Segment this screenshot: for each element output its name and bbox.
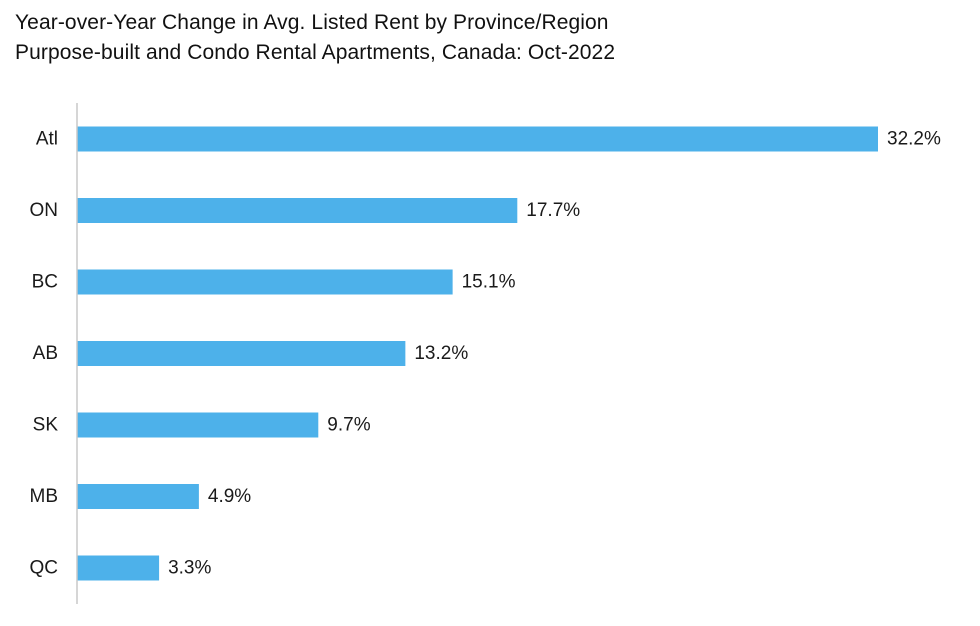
- bar-bc: [77, 269, 453, 295]
- category-label: ON: [30, 200, 59, 221]
- data-label: 3.3%: [168, 558, 211, 579]
- category-label: MB: [30, 486, 59, 507]
- data-label: 13.2%: [414, 343, 468, 364]
- category-label: BC: [32, 272, 58, 293]
- category-label: AB: [33, 343, 58, 364]
- category-label: Atl: [36, 129, 58, 150]
- bar-mb: [77, 484, 199, 509]
- bars-layer: Atl 32.2% ON 17.7% BC 15.1% AB 13.2% SK 9.7% MB 4.9…: [30, 126, 941, 581]
- data-label: 9.7%: [327, 415, 370, 436]
- bar-sk: [77, 412, 319, 438]
- category-label: QC: [30, 558, 59, 579]
- chart-subtitle: Purpose-built and Condo Rental Apartment…: [15, 41, 616, 64]
- data-label: 15.1%: [462, 272, 516, 293]
- bar-ab: [77, 341, 406, 366]
- data-label: 17.7%: [526, 200, 580, 221]
- bar-qc: [77, 555, 160, 581]
- bar-on: [77, 198, 518, 223]
- chart-title-line: Year-over-Year Change in Avg. Listed Ren…: [15, 11, 609, 34]
- bar-atl: [77, 126, 878, 152]
- data-label: 32.2%: [887, 129, 941, 150]
- category-label: SK: [33, 415, 59, 436]
- data-label: 4.9%: [208, 486, 251, 507]
- chart-title: Year-over-Year Change in Avg. Listed Ren…: [15, 8, 615, 68]
